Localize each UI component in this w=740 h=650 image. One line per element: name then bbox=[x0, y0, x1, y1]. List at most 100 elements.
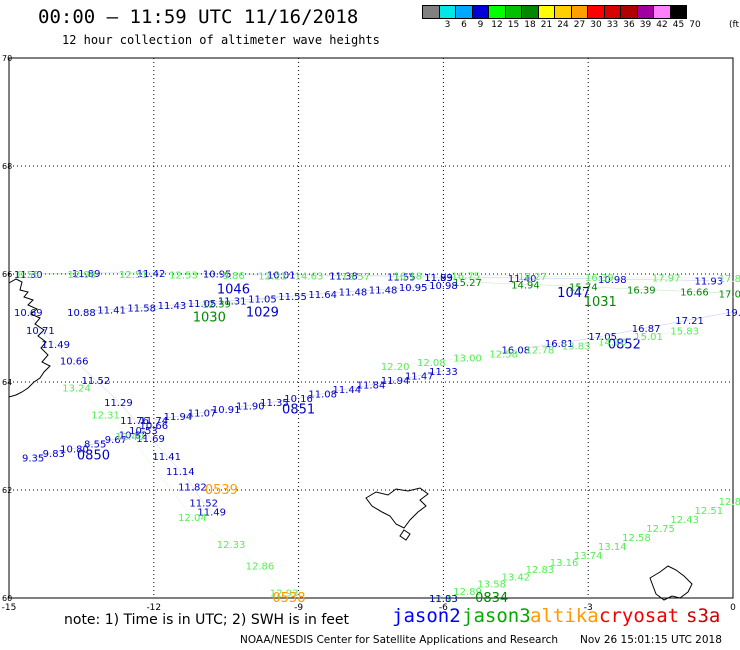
wave-height-value: 11.49 bbox=[197, 508, 226, 519]
wave-height-value: 12.89 bbox=[453, 587, 482, 598]
wave-height-value: 11.84 bbox=[357, 381, 386, 392]
color-scale-label: 6 bbox=[461, 20, 467, 30]
wave-height-value: 11.90 bbox=[236, 401, 265, 412]
wave-height-value: 11.30 bbox=[14, 270, 43, 281]
pass-time-label: 0539 bbox=[205, 483, 238, 498]
wave-height-value: 17.97 bbox=[652, 273, 681, 284]
wave-height-value: 11.52 bbox=[82, 376, 111, 387]
wave-height-value: 19. bbox=[725, 308, 740, 319]
wave-height-value: 11.33 bbox=[429, 367, 458, 378]
color-scale-label: 70 bbox=[689, 20, 701, 30]
wave-height-value: 14.63 bbox=[295, 272, 324, 283]
pass-time-label: 1029 bbox=[246, 305, 279, 320]
wave-height-value: 17.21 bbox=[675, 316, 704, 327]
pass-time-label: 1047 bbox=[557, 286, 590, 301]
wave-height-value: 10.80 bbox=[60, 444, 89, 455]
wave-height-value: 11.48 bbox=[369, 285, 398, 296]
wave-height-value: 11.82 bbox=[178, 482, 207, 493]
wave-height-value: 11.40 bbox=[508, 274, 537, 285]
wave-height-value: 12.78 bbox=[526, 346, 555, 357]
lat-tick-label: 68 bbox=[2, 162, 12, 171]
wave-height-value: 11.47 bbox=[405, 372, 434, 383]
pass-time-label: 0851 bbox=[282, 403, 315, 418]
wave-height-value: 10.98 bbox=[429, 281, 458, 292]
color-scale-label: 30 bbox=[590, 20, 602, 30]
wave-height-value: 11.64 bbox=[308, 290, 337, 301]
color-scale-label: 21 bbox=[540, 20, 553, 30]
wave-height-value: 11.49 bbox=[41, 340, 70, 351]
wave-height-value: 11.35 bbox=[260, 398, 289, 409]
color-scale-label: 45 bbox=[672, 20, 685, 30]
wave-height-value: 11.55 bbox=[278, 292, 307, 303]
wave-height-value: 12.13 bbox=[429, 594, 458, 605]
wave-height-value: 13.58 bbox=[477, 580, 506, 591]
wave-height-value: 15.83 bbox=[670, 327, 699, 338]
lon-tick-label: -12 bbox=[146, 603, 161, 613]
color-scale-label: 15 bbox=[507, 20, 520, 30]
faroe-islet bbox=[399, 529, 411, 541]
shetland-islands bbox=[649, 565, 693, 601]
color-scale-label: 18 bbox=[524, 20, 536, 30]
color-scale-label: 42 bbox=[656, 20, 668, 30]
wave-height-value: 11.08 bbox=[308, 390, 337, 401]
wave-height-value: 13.14 bbox=[598, 542, 627, 553]
wave-height-value: 11.38 bbox=[329, 271, 358, 282]
wave-height-value: 12.31 bbox=[91, 410, 120, 421]
wave-height-value: 11.83 bbox=[429, 594, 458, 605]
wave-height-value: 13.83 bbox=[562, 342, 591, 353]
wave-height-value: 16.81 bbox=[545, 339, 574, 350]
pass-time-label: 1031 bbox=[584, 295, 617, 310]
wave-height-value: 11.58 bbox=[127, 303, 156, 314]
wave-height-value: 11.43 bbox=[158, 301, 187, 312]
wave-height-value: 12.75 bbox=[646, 524, 675, 535]
pass-time-label: 1046 bbox=[217, 283, 250, 298]
wave-height-value: 11.93 bbox=[695, 276, 724, 287]
track-line bbox=[28, 273, 734, 278]
wave-height-value: 10.95 bbox=[399, 283, 428, 294]
wave-height-value: 12.58 bbox=[489, 350, 518, 361]
lat-tick-label: 66 bbox=[2, 270, 12, 279]
track-line bbox=[28, 311, 212, 512]
wave-height-value: 12.20 bbox=[381, 362, 410, 373]
color-scale-label: 24 bbox=[557, 20, 569, 30]
wave-height-value: 11.52 bbox=[189, 499, 218, 510]
pass-time-label: 1030 bbox=[193, 311, 226, 326]
track-line bbox=[28, 272, 439, 278]
legend-s3a: s3a bbox=[686, 605, 721, 627]
wave-height-value: 12.82 bbox=[719, 497, 740, 508]
page-title: 00:00 – 11:59 UTC 11/16/2018 bbox=[38, 6, 359, 28]
color-scale-label: 12 bbox=[491, 20, 503, 30]
wave-height-value: 12.58 bbox=[622, 533, 651, 544]
map-grid bbox=[8, 57, 734, 599]
wave-height-value: 11.29 bbox=[104, 398, 133, 409]
wave-height-value: 14.94 bbox=[511, 280, 540, 291]
lon-tick-label: -9 bbox=[294, 603, 303, 613]
legend-jason3: jason3 bbox=[462, 605, 531, 627]
legend-cryosat: cryosat bbox=[599, 605, 680, 627]
lon-tick-label: -15 bbox=[2, 603, 17, 613]
color-scale-label: 39 bbox=[639, 20, 652, 30]
wave-height-value: 8.55 bbox=[84, 440, 106, 451]
wave-height-value: 11.31 bbox=[218, 297, 247, 308]
page-subtitle: 12 hour collection of altimeter wave hei… bbox=[62, 33, 380, 47]
wave-height-value: 10.98 bbox=[598, 275, 627, 286]
satellite-tracks: 11.30 11.89 11.42 10.95 10.01 11.38 11.55 11.89… bbox=[14, 269, 740, 606]
wave-height-value: 12.51 bbox=[119, 270, 148, 281]
lat-tick-label: 62 bbox=[2, 486, 12, 495]
wave-height-value: 13.16 bbox=[550, 558, 579, 569]
wave-height-value: 12.43 bbox=[670, 515, 699, 526]
track-line bbox=[438, 277, 709, 281]
wave-height-value: 10.91 bbox=[212, 405, 241, 416]
wave-height-value: 11.94 bbox=[381, 376, 410, 387]
wave-height-value: 11.07 bbox=[188, 409, 217, 420]
wave-height-value: 9.67 bbox=[105, 435, 127, 446]
wave-height-value: 16.08 bbox=[501, 346, 530, 357]
wave-height-value: 9.35 bbox=[22, 454, 44, 465]
axis-labels: -15 -12 -9 -6 -3 0 70 68 66 64 62 60 bbox=[2, 54, 736, 613]
lon-tick-label: 0 bbox=[730, 603, 736, 613]
wave-height-value: 11.89 bbox=[72, 269, 101, 280]
pass-time-label: 0852 bbox=[608, 338, 641, 353]
wave-height-value: 10.88 bbox=[67, 308, 96, 319]
credit-line: NOAA/NESDIS Center for Satellite Applica… bbox=[240, 634, 558, 646]
lon-tick-label: -6 bbox=[439, 603, 448, 613]
